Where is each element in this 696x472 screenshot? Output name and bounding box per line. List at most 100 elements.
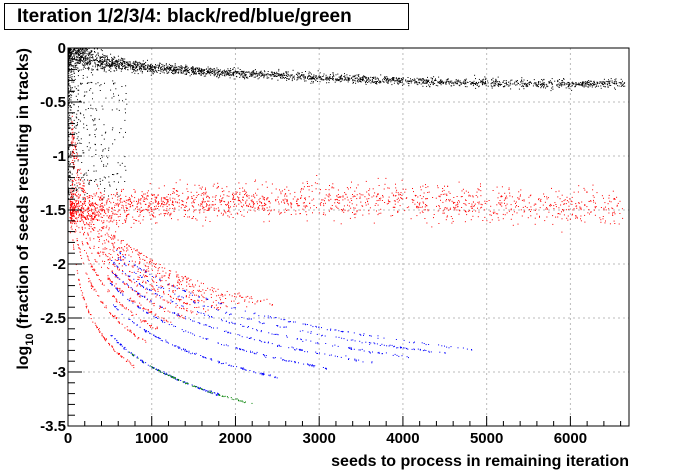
series-1-point: [105, 65, 107, 67]
series-1-point: [456, 81, 458, 83]
series-1-point: [162, 66, 164, 68]
series-1-point: [125, 85, 127, 87]
series-1-point: [88, 183, 90, 185]
series-2-point: [122, 223, 124, 224]
series-2-point: [108, 215, 110, 217]
series-2-point: [388, 187, 390, 189]
series-2-point: [331, 187, 333, 189]
series-2-point: [259, 201, 261, 203]
series-2-point: [99, 196, 101, 198]
series-1-point: [83, 58, 84, 60]
series-1-point: [583, 86, 585, 88]
series-1-point: [142, 63, 144, 65]
series-2-point: [571, 203, 573, 205]
series-2-point: [510, 208, 512, 210]
series-2-point: [105, 340, 107, 342]
series-1-point: [118, 195, 120, 197]
series-1-point: [399, 80, 401, 82]
series-1-point: [392, 77, 394, 79]
series-1-point: [610, 85, 612, 86]
series-1-point: [83, 123, 85, 125]
series-1-point: [579, 84, 581, 86]
series-2-point: [608, 208, 610, 210]
series-2-point: [201, 205, 203, 207]
series-2-point: [177, 195, 179, 197]
series-1-point: [236, 72, 238, 74]
series-1-point: [245, 74, 247, 76]
series-2-point: [117, 199, 119, 201]
series-1-point: [471, 81, 473, 83]
series-1-point: [148, 69, 150, 71]
series-1-point: [470, 82, 472, 84]
series-1-point: [75, 88, 77, 90]
series-1-point: [198, 69, 200, 71]
series-1-point: [96, 64, 98, 66]
series-1-point: [337, 73, 339, 75]
series-1-point: [483, 82, 485, 84]
series-2-point: [572, 213, 573, 215]
series-1-point: [68, 83, 70, 85]
series-1-point: [464, 79, 466, 81]
series-1-point: [114, 61, 116, 63]
series-1-point: [69, 98, 71, 100]
series-2-point: [119, 203, 121, 205]
series-2-point: [499, 200, 501, 201]
series-2-point: [79, 251, 81, 253]
series-2-point: [123, 200, 125, 202]
series-2-point: [570, 200, 572, 202]
series-1-point: [78, 169, 80, 171]
series-1-point: [376, 83, 378, 85]
series-1-point: [317, 76, 319, 78]
series-1-point: [81, 63, 83, 65]
series-1-point: [299, 75, 301, 77]
series-2-point: [109, 215, 111, 216]
series-1-point: [105, 62, 107, 64]
series-1-point: [147, 66, 149, 68]
series-1-point: [283, 77, 285, 79]
series-2-point: [408, 206, 410, 208]
series-1-point: [168, 63, 170, 65]
series-2-point: [558, 213, 560, 214]
series-2-point: [297, 205, 299, 207]
series-1-point: [363, 75, 365, 77]
series-2-point: [72, 211, 74, 213]
series-1-point: [466, 86, 468, 88]
series-2-point: [412, 201, 414, 203]
series-1-point: [106, 64, 108, 66]
series-2-point: [262, 207, 264, 209]
series-1-point: [95, 179, 97, 181]
series-2-point: [275, 188, 277, 190]
series-1-point: [101, 160, 103, 162]
series-1-point: [130, 66, 132, 68]
series-2-point: [338, 196, 340, 198]
series-1-point: [118, 94, 119, 96]
series-1-point: [199, 69, 201, 71]
series-1-point: [431, 82, 433, 84]
series-2-point: [71, 202, 73, 204]
series-2-point: [346, 187, 348, 189]
series-2-point: [397, 197, 399, 199]
series-1-point: [184, 68, 186, 70]
series-1-point: [423, 80, 425, 82]
series-1-point: [380, 74, 382, 76]
series-2-point: [550, 204, 552, 206]
series-1-point: [286, 75, 288, 77]
series-2-point: [450, 216, 452, 217]
series-2-point: [174, 207, 176, 209]
series-1-point: [228, 70, 230, 72]
series-2-point: [199, 187, 201, 189]
series-1-point: [285, 77, 286, 78]
series-1-point: [281, 74, 283, 76]
series-2-point: [387, 187, 389, 189]
series-2-point: [125, 204, 127, 206]
series-1-point: [397, 79, 398, 81]
series-2-point: [132, 216, 134, 218]
series-1-point: [561, 84, 563, 86]
series-2-point: [420, 186, 421, 188]
series-2-point: [347, 204, 348, 206]
series-1-point: [475, 78, 476, 80]
series-2-point: [221, 191, 223, 193]
series-2-point: [258, 199, 260, 201]
series-1-point: [365, 77, 367, 78]
series-1-point: [543, 82, 545, 84]
